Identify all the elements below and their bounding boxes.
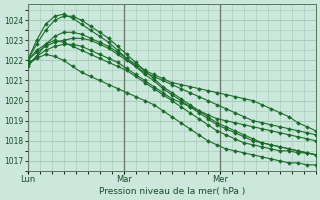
X-axis label: Pression niveau de la mer( hPa ): Pression niveau de la mer( hPa ) [99,187,245,196]
